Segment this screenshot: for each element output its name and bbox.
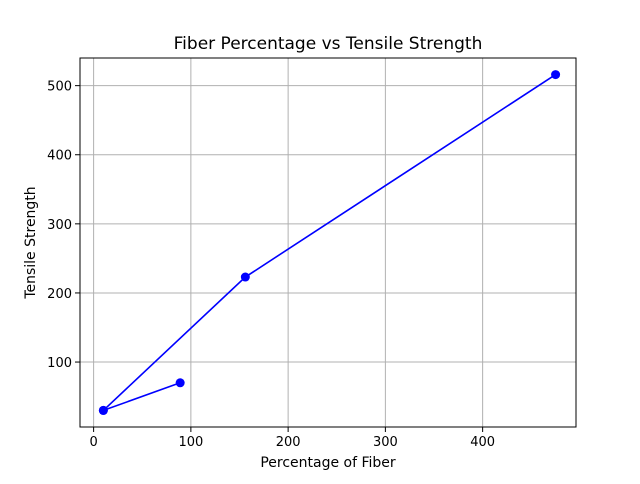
plot-frame — [79, 57, 577, 428]
y-tick-label: 500 — [47, 80, 72, 95]
data-point-marker — [98, 405, 108, 415]
x-tick-label: 400 — [470, 435, 495, 450]
x-tick-label: 200 — [276, 435, 301, 450]
series-layer — [98, 70, 561, 415]
y-tick-label: 400 — [47, 149, 72, 164]
x-tick-label: 300 — [373, 435, 398, 450]
x-tick-label: 0 — [89, 435, 97, 450]
data-point-marker — [551, 70, 561, 80]
grid — [80, 58, 576, 427]
data-point-marker — [175, 378, 185, 388]
ticks: 0 100 200 300 400 100 200 300 400 500 — [47, 80, 495, 450]
y-tick-label: 100 — [47, 356, 72, 371]
y-axis-label: Tensile Strength — [23, 186, 39, 299]
data-point-marker — [240, 272, 250, 282]
x-axis-label: Percentage of Fiber — [260, 455, 396, 471]
y-tick-label: 300 — [47, 218, 72, 233]
x-tick-label: 100 — [178, 435, 203, 450]
y-tick-label: 200 — [47, 287, 72, 302]
chart-title: Fiber Percentage vs Tensile Strength — [174, 34, 483, 54]
